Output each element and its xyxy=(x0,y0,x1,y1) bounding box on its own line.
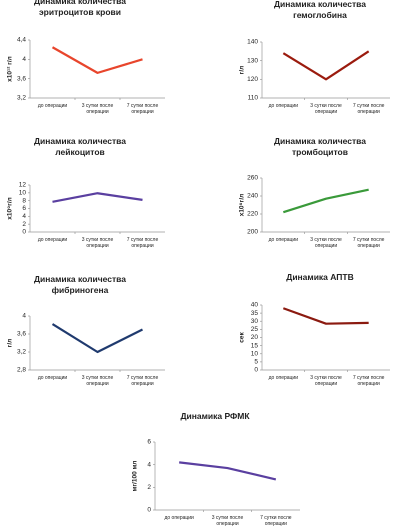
y-axis-label: x10⁹г/л xyxy=(239,194,246,217)
y-tick-label: 20 xyxy=(251,334,259,341)
y-tick-label: 130 xyxy=(247,57,258,64)
chart-title: Динамика количества гемоглобина xyxy=(273,0,367,20)
x-tick-label: до операции xyxy=(37,237,68,243)
data-line xyxy=(282,307,369,325)
y-tick-label: 2 xyxy=(22,221,26,228)
y-axis-label: сек xyxy=(239,332,246,343)
y-tick-label: 0 xyxy=(254,367,258,374)
y-tick-label: 200 xyxy=(247,229,258,236)
y-tick-label: 8 xyxy=(22,197,26,204)
x-tick-label: до операции xyxy=(268,103,299,109)
y-tick-label: 6 xyxy=(22,205,26,212)
data-line xyxy=(283,188,369,214)
chart-title: Динамика количества эритроцитов крови xyxy=(33,0,127,17)
y-tick-label: 140 xyxy=(247,39,258,46)
y-tick-label: 4 xyxy=(22,56,26,63)
y-axis-label: x10⁹г/л xyxy=(7,197,14,220)
y-tick-label: 2,8 xyxy=(17,367,26,374)
chart-title: Динамика количества фибриногена xyxy=(33,274,127,295)
y-tick-label: 260 xyxy=(247,175,258,182)
y-tick-label: 4 xyxy=(22,313,26,320)
y-tick-label: 4 xyxy=(22,213,26,220)
y-axis-label: x10¹² г/л xyxy=(7,56,14,82)
x-tick-label: до операции xyxy=(268,237,299,243)
data-line xyxy=(52,192,143,203)
x-tick-label: до операции xyxy=(37,103,68,109)
x-tick-label: 3 сутки после операции xyxy=(310,237,342,249)
x-tick-label: до операции xyxy=(37,375,68,381)
y-tick-label: 6 xyxy=(147,439,151,446)
x-tick-label: 3 сутки после операции xyxy=(81,375,114,387)
y-tick-label: 110 xyxy=(248,95,259,102)
x-tick-label: 7 сутки после операции xyxy=(352,237,385,249)
x-tick-label: 7 сутки после операции xyxy=(126,237,159,249)
y-tick-label: 3,2 xyxy=(17,349,26,356)
y-tick-label: 240 xyxy=(247,193,258,200)
y-tick-label: 4 xyxy=(147,461,151,468)
data-line xyxy=(282,50,370,81)
chart-title: Динамика АПТВ xyxy=(286,272,354,282)
y-tick-label: 120 xyxy=(247,76,258,83)
y-tick-label: 15 xyxy=(251,342,259,349)
x-tick-label: 3 сутки после операции xyxy=(310,375,342,387)
x-tick-label: 3 сутки после операции xyxy=(310,103,342,115)
y-tick-label: 3,2 xyxy=(17,95,26,102)
y-axis-label: г/л xyxy=(239,66,246,75)
y-tick-label: 10 xyxy=(251,350,259,357)
chart-title: Динамика количества тромбоцитов xyxy=(273,136,367,157)
data-line xyxy=(51,46,143,74)
y-tick-label: 30 xyxy=(251,318,259,325)
y-tick-label: 0 xyxy=(147,507,151,514)
y-tick-label: 3,6 xyxy=(17,75,26,82)
x-tick-label: до операции xyxy=(268,375,299,381)
chart-title: Динамика количества лейкоцитов xyxy=(33,136,127,157)
y-axis-label: мг/100 мл xyxy=(132,461,139,492)
x-tick-label: 7 сутки после операции xyxy=(352,375,385,387)
y-tick-label: 25 xyxy=(251,326,259,333)
chart-title: Динамика РФМК xyxy=(180,411,250,421)
y-tick-label: 12 xyxy=(19,182,27,189)
x-tick-label: 3 сутки после операции xyxy=(81,237,114,249)
y-tick-label: 2 xyxy=(147,484,151,491)
x-tick-label: 7 сутки после операции xyxy=(260,515,292,527)
x-tick-label: до операции xyxy=(164,515,194,521)
y-tick-label: 10 xyxy=(19,190,27,197)
x-tick-label: 7 сутки после операции xyxy=(126,375,159,387)
y-tick-label: 40 xyxy=(251,302,259,309)
y-axis-label: г/л xyxy=(7,339,14,348)
y-tick-label: 5 xyxy=(254,359,258,366)
y-tick-label: 3,6 xyxy=(17,331,26,338)
x-tick-label: 7 сутки после операции xyxy=(352,103,385,115)
x-tick-label: 7 сутки после операции xyxy=(126,103,159,115)
y-tick-label: 220 xyxy=(247,211,258,218)
y-tick-label: 0 xyxy=(22,229,26,236)
data-line xyxy=(51,323,143,354)
x-tick-label: 3 сутки после операции xyxy=(81,103,114,115)
data-line xyxy=(179,461,277,481)
y-tick-label: 4,4 xyxy=(17,37,26,44)
y-tick-label: 35 xyxy=(251,310,259,317)
x-tick-label: 3 сутки после операции xyxy=(211,515,244,527)
